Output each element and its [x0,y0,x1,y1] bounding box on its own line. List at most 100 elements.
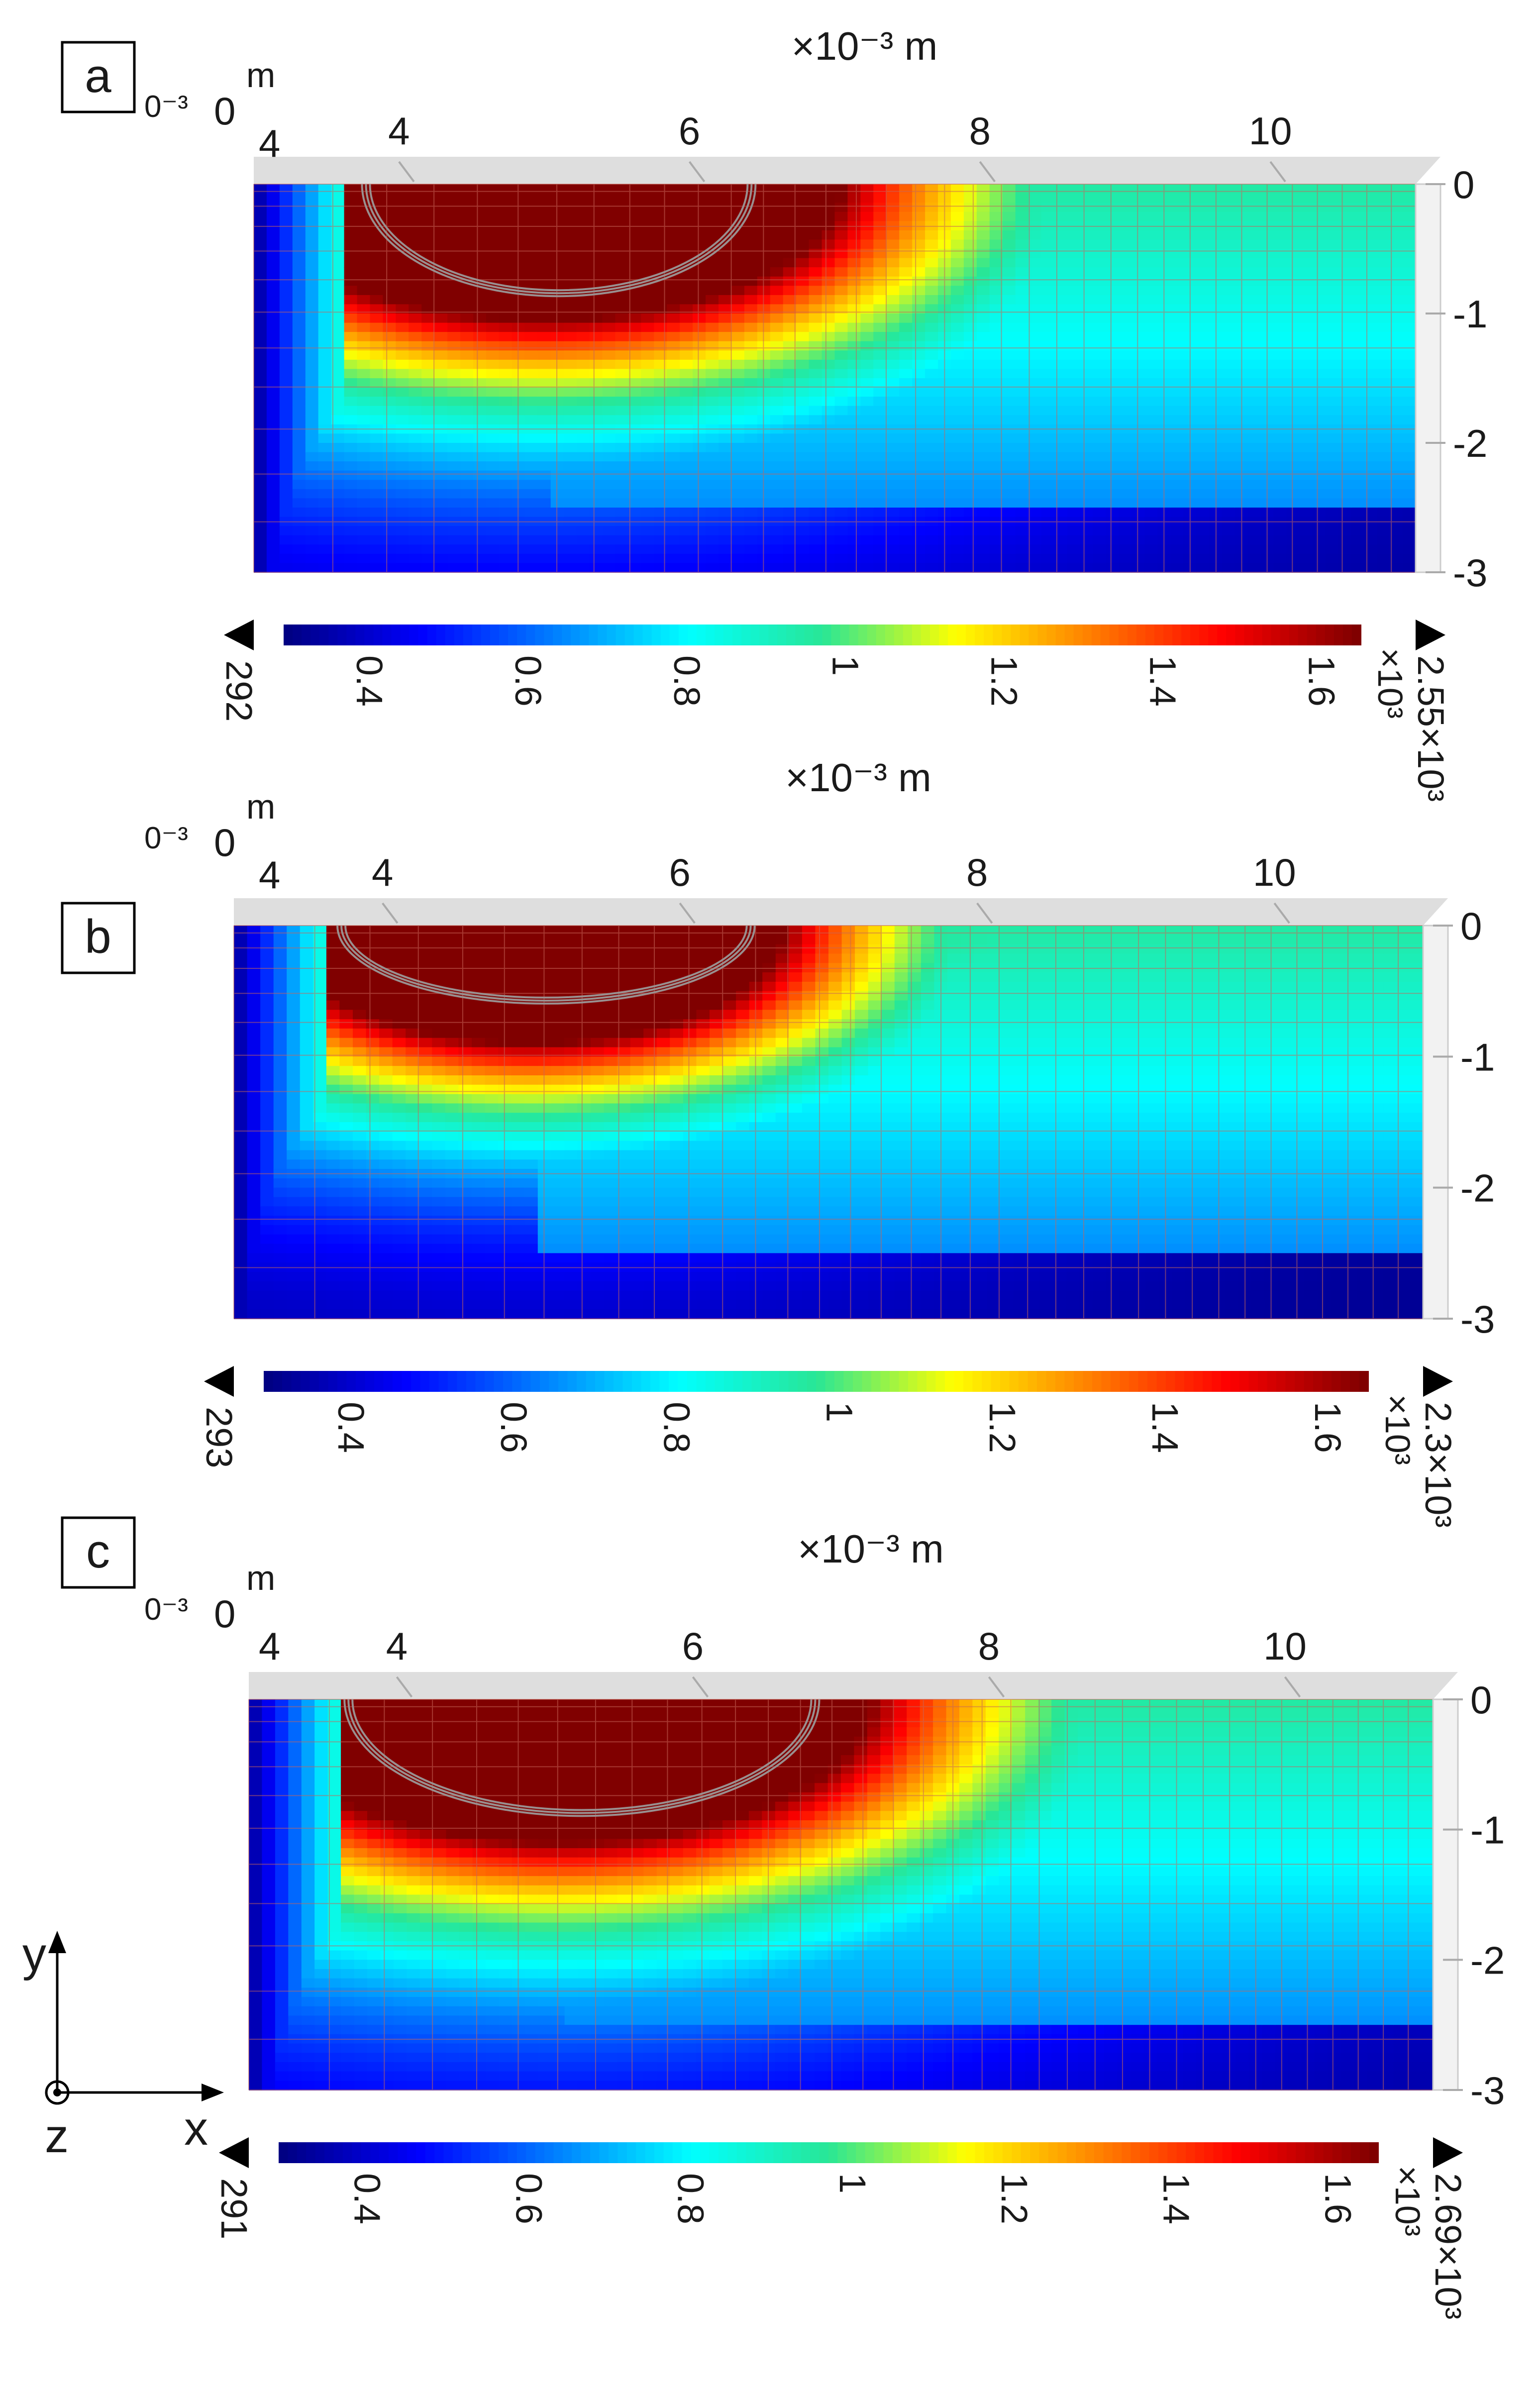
heatmap-cell [1119,286,1132,296]
heatmap-cell [551,563,564,573]
heatmap-cell [538,332,551,342]
heatmap-cell [551,535,564,545]
heatmap-cell [1248,230,1261,240]
heatmap-cell [306,194,319,204]
heatmap-cell [731,323,745,333]
heatmap-cell [472,1291,486,1301]
heatmap-cell [1325,369,1338,379]
heatmap-cell [486,212,500,222]
heatmap-cell [886,258,900,268]
heatmap-cell [1248,480,1261,490]
heatmap-cell [654,249,667,259]
heatmap-cell [366,1085,380,1095]
heatmap-cell [393,1291,407,1301]
heatmap-cell [1312,369,1326,379]
heatmap-cell [393,1159,407,1169]
heatmap-cell [486,489,500,499]
heatmap-cell [822,544,835,554]
heatmap-cell [719,267,732,277]
heatmap-cell [654,544,667,554]
heatmap-cell [383,554,396,564]
heatmap-cell [1403,526,1416,536]
heatmap-cell [1054,203,1068,212]
heatmap-cell [1274,350,1287,360]
heatmap-cell [951,369,964,379]
heatmap-cell [1170,295,1184,305]
heatmap-cell [860,480,874,490]
heatmap-cell [421,461,435,471]
heatmap-cell [822,554,835,564]
heatmap-cell [1003,360,1016,370]
heatmap-cell [406,1029,419,1039]
heatmap-cell [473,461,487,471]
heatmap-cell [1028,230,1042,240]
heatmap-cell [538,443,551,453]
colorbar-segment [1316,625,1326,645]
heatmap-cell [1003,471,1016,481]
heatmap-cell [1144,350,1158,360]
heatmap-cell [1067,267,1081,277]
heatmap-cell [1106,544,1119,554]
heatmap-cell [339,1309,353,1319]
heatmap-cell [1016,443,1029,453]
heatmap-cell [667,508,680,518]
heatmap-cell [925,554,938,564]
heatmap-cell [280,526,293,536]
heatmap-cell [1170,461,1184,471]
heatmap-cell [1041,369,1055,379]
heatmap-cell [693,498,706,508]
heatmap-cell [964,295,977,305]
heatmap-cell [1325,267,1338,277]
heatmap-cell [873,415,887,425]
heatmap-cell [370,341,384,351]
heatmap-cell [783,471,797,481]
heatmap-cell [847,360,861,370]
heatmap-cell [796,249,810,259]
heatmap-cell [925,369,938,379]
heatmap-cell [353,1150,367,1160]
heatmap-cell [1093,203,1106,212]
heatmap-cell [1274,498,1287,508]
heatmap-cell [1222,388,1235,398]
heatmap-cell [267,295,280,305]
heatmap-cell [280,406,293,416]
heatmap-cell [499,554,513,564]
heatmap-cell [379,1281,393,1291]
heatmap-cell [1093,480,1106,490]
heatmap-cell [835,295,848,305]
heatmap-cell [1274,433,1287,443]
heatmap-cell [472,1272,486,1282]
heatmap-cell [847,277,861,287]
heatmap-cell [280,452,293,462]
heatmap-cell [847,267,861,277]
heatmap-cell [287,1178,301,1188]
heatmap-cell [693,267,706,277]
heatmap-cell [260,1281,274,1291]
heatmap-cell [822,249,835,259]
heatmap-cell [603,249,616,259]
heatmap-cell [538,369,551,379]
heatmap-cell [274,991,288,1001]
heatmap-cell [512,415,525,425]
heatmap-cell [1351,230,1364,240]
heatmap-cell [409,563,422,573]
heatmap-cell [458,944,472,954]
heatmap-cell [835,341,848,351]
heatmap-cell [524,1038,538,1048]
heatmap-cell [1196,323,1210,333]
heatmap-cell [499,544,513,554]
heatmap-cell [473,415,487,425]
heatmap-cell [693,378,706,388]
heatmap-cell [1016,286,1029,296]
heatmap-cell [1144,415,1158,425]
heatmap-cell [370,397,384,407]
heatmap-cell [1196,480,1210,490]
heatmap-cell [1016,194,1029,204]
heatmap-cell [1287,544,1300,554]
heatmap-cell [564,341,577,351]
heatmap-cell [680,498,693,508]
heatmap-cell [1106,443,1119,453]
heatmap-cell [796,194,810,204]
heatmap-cell [234,1085,248,1095]
heatmap-cell [1003,415,1016,425]
